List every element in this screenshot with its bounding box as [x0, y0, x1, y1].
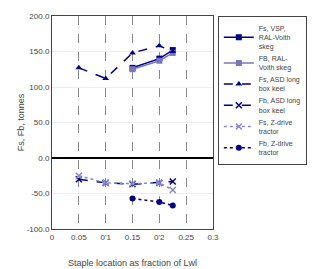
svg-text:Fs, VSP,RAL-Voithskeg: Fs, VSP,RAL-Voithskeg [259, 25, 291, 51]
svg-text:Fs, Z-drivetractor: Fs, Z-drivetractor [259, 119, 293, 135]
svg-text:0.25: 0.25 [178, 233, 194, 242]
svg-text:Staple location as fraction of: Staple location as fraction of Lwl [68, 258, 197, 268]
svg-text:Fs, ASD longbox keel: Fs, ASD longbox keel [259, 76, 300, 92]
svg-text:150.0: 150.0 [29, 47, 50, 56]
svg-text:50.0: 50.0 [34, 118, 50, 127]
svg-text:Fb, ASD longbox keel: Fb, ASD longbox keel [259, 97, 300, 113]
svg-text:0'2: 0'2 [154, 233, 165, 242]
svg-text:0.0: 0.0 [38, 154, 50, 163]
svg-text:Fb, Z-drivetractor: Fb, Z-drivetractor [259, 140, 293, 156]
svg-text:FB, RAL-Voith skeg: FB, RAL-Voith skeg [259, 55, 291, 72]
svg-text:-50.0: -50.0 [31, 189, 50, 198]
svg-text:200.0: 200.0 [29, 12, 50, 21]
svg-text:0'1: 0'1 [100, 233, 111, 242]
svg-text:Fs, Fb, tonnes: Fs, Fb, tonnes [16, 93, 26, 151]
svg-text:100.0: 100.0 [29, 83, 50, 92]
svg-text:0.3: 0.3 [207, 233, 219, 242]
svg-text:0.05: 0.05 [71, 233, 87, 242]
svg-text:-100.0: -100.0 [27, 225, 50, 234]
svg-text:0: 0 [50, 233, 55, 242]
svg-text:0.15: 0.15 [125, 233, 141, 242]
